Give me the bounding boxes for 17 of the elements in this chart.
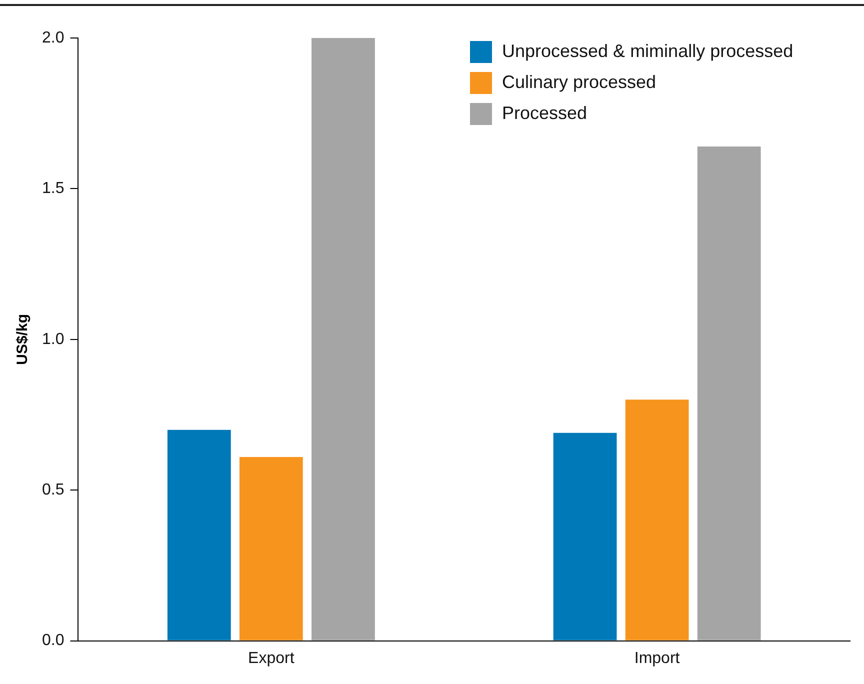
y-tick-label: 1.0 xyxy=(42,330,64,348)
legend-label: Unprocessed & miminally processed xyxy=(502,41,794,62)
bar xyxy=(167,430,231,640)
y-tick-label: 0.0 xyxy=(42,632,64,650)
y-axis-title: US$/kg xyxy=(14,314,32,365)
bar xyxy=(312,38,375,640)
y-tick-label: 0.5 xyxy=(42,482,64,499)
bar xyxy=(697,146,761,640)
y-tick-label: 2.0 xyxy=(42,29,64,46)
x-tick-label: Import xyxy=(634,650,680,667)
y-tick-label: 1.5 xyxy=(42,180,64,198)
bar xyxy=(553,432,617,640)
legend-label: Culinary processed xyxy=(502,72,656,93)
x-tick-label: Export xyxy=(248,650,295,667)
bar xyxy=(625,400,689,640)
legend-label: Processed xyxy=(502,103,588,124)
bar xyxy=(239,456,303,640)
